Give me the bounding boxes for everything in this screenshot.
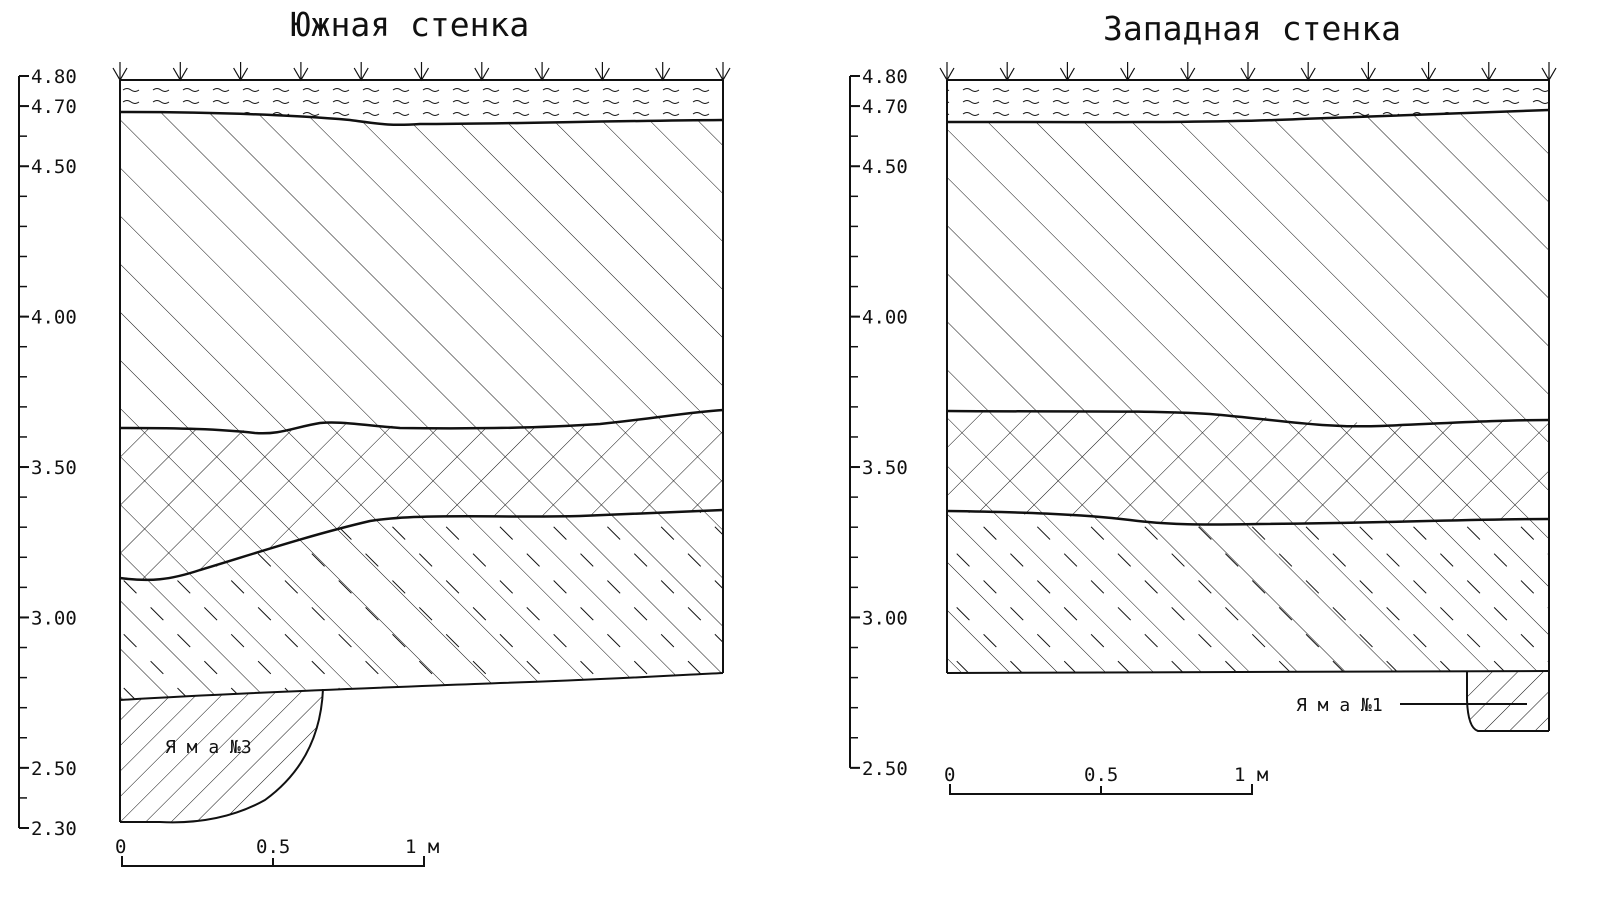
axis-tick-label: 2.30: [31, 818, 77, 840]
surface-arrow-head: [1059, 67, 1075, 82]
surface-arrows-west: [939, 62, 1557, 82]
south-boundary-2: [119, 408, 724, 435]
pit-1-label: Я м а №1: [1296, 695, 1383, 716]
axis-tick-label: 3.50: [31, 457, 77, 479]
pit-3-outline: [120, 688, 324, 824]
west-boundary-2: [946, 409, 1550, 428]
scale-west-0: 0: [944, 764, 955, 786]
scale-west-1m: 1 м: [1234, 764, 1268, 786]
axis-tick-label: 3.00: [862, 607, 908, 629]
west-diagonal-layer: [947, 110, 1549, 425]
surface-arrow-head: [1240, 67, 1256, 82]
south-crosshatch-layer-overlay: [120, 410, 723, 580]
surface-arrow-head: [594, 67, 610, 82]
axis-tick-label: 4.80: [862, 66, 908, 88]
axis-tick-label: 2.50: [862, 758, 908, 780]
pit-1-outline: [1466, 671, 1549, 732]
surface-arrow-head: [413, 67, 430, 82]
surface-arrow-head: [172, 67, 188, 82]
surface-arrow-head: [1120, 67, 1136, 82]
surface-arrow-head: [1421, 67, 1437, 82]
scale-bar-west: 0 0.5 1 м: [944, 764, 1268, 795]
surface-arrow-head: [715, 67, 731, 82]
surface-arrow-head: [1541, 67, 1557, 82]
axis-tick-label: 4.00: [862, 307, 908, 329]
west-dashed-layer-overlay: [947, 511, 1549, 673]
south-boundary-3: [119, 508, 724, 582]
pit-3: [120, 689, 323, 823]
scale-south-1m: 1 м: [405, 836, 439, 858]
scale-south-0: 0: [115, 836, 126, 858]
surface-arrow-head: [999, 67, 1015, 82]
scale-west-half: 0.5: [1084, 764, 1118, 786]
south-boundary-1: [119, 110, 724, 127]
surface-arrow-head: [1180, 67, 1196, 82]
axis-tick-label: 4.70: [862, 96, 908, 118]
surface-arrows-south: [112, 62, 731, 82]
elevation-axis-west: 4.80 4.70 4.50 4.00 3.50 3.00 2.50: [849, 66, 908, 780]
surface-arrow-head: [534, 67, 550, 82]
surface-arrow-head: [293, 67, 309, 82]
axis-tick-label: 2.50: [31, 758, 77, 780]
scale-bar-south: 0 0.5 1 м: [115, 836, 439, 867]
west-boundary-4: [946, 670, 1550, 674]
axis-tick-label: 3.00: [31, 607, 77, 629]
surface-arrow-head: [233, 67, 249, 82]
pit-3-label: Я м а №3: [165, 737, 252, 758]
west-top-layer: [947, 80, 1549, 122]
south-boundary-4: [119, 672, 724, 701]
south-diagonal-layer: [120, 112, 723, 433]
axis-tick-label: 4.80: [31, 66, 77, 88]
west-wall-section: Я м а №1 0 0.5 1 м: [939, 62, 1557, 795]
surface-arrow-head: [353, 67, 369, 82]
surface-arrow-head: [1360, 67, 1376, 82]
surface-arrow-head: [655, 67, 671, 82]
elevation-axis-south: 4.80 4.70 4.50 4.00 3.50 3.00 2.50 2.30: [18, 66, 77, 840]
south-dashed-layer-overlay: [120, 510, 723, 700]
axis-tick-label: 4.50: [31, 156, 77, 178]
surface-arrow-head: [474, 67, 490, 82]
surface-arrow-head: [112, 67, 128, 82]
axis-tick-label: 3.50: [862, 457, 908, 479]
west-wall-title: Западная стенка: [1103, 9, 1401, 48]
axis-tick-label: 4.50: [862, 156, 908, 178]
axis-tick-label: 4.00: [31, 307, 77, 329]
surface-arrow-head: [1481, 67, 1497, 82]
pit-1: [1467, 671, 1549, 731]
south-wall-title: Южная стенка: [291, 5, 529, 44]
west-boundary-3: [946, 509, 1550, 526]
west-boundary-1: [946, 108, 1550, 124]
axis-tick-label: 4.70: [31, 96, 77, 118]
south-wall-section: Я м а №3 0 0.5 1 м: [112, 62, 731, 867]
scale-south-half: 0.5: [256, 836, 290, 858]
surface-arrow-head: [1300, 67, 1316, 82]
west-crosshatch-layer-overlay: [947, 411, 1549, 525]
surface-arrow-head: [939, 67, 955, 82]
